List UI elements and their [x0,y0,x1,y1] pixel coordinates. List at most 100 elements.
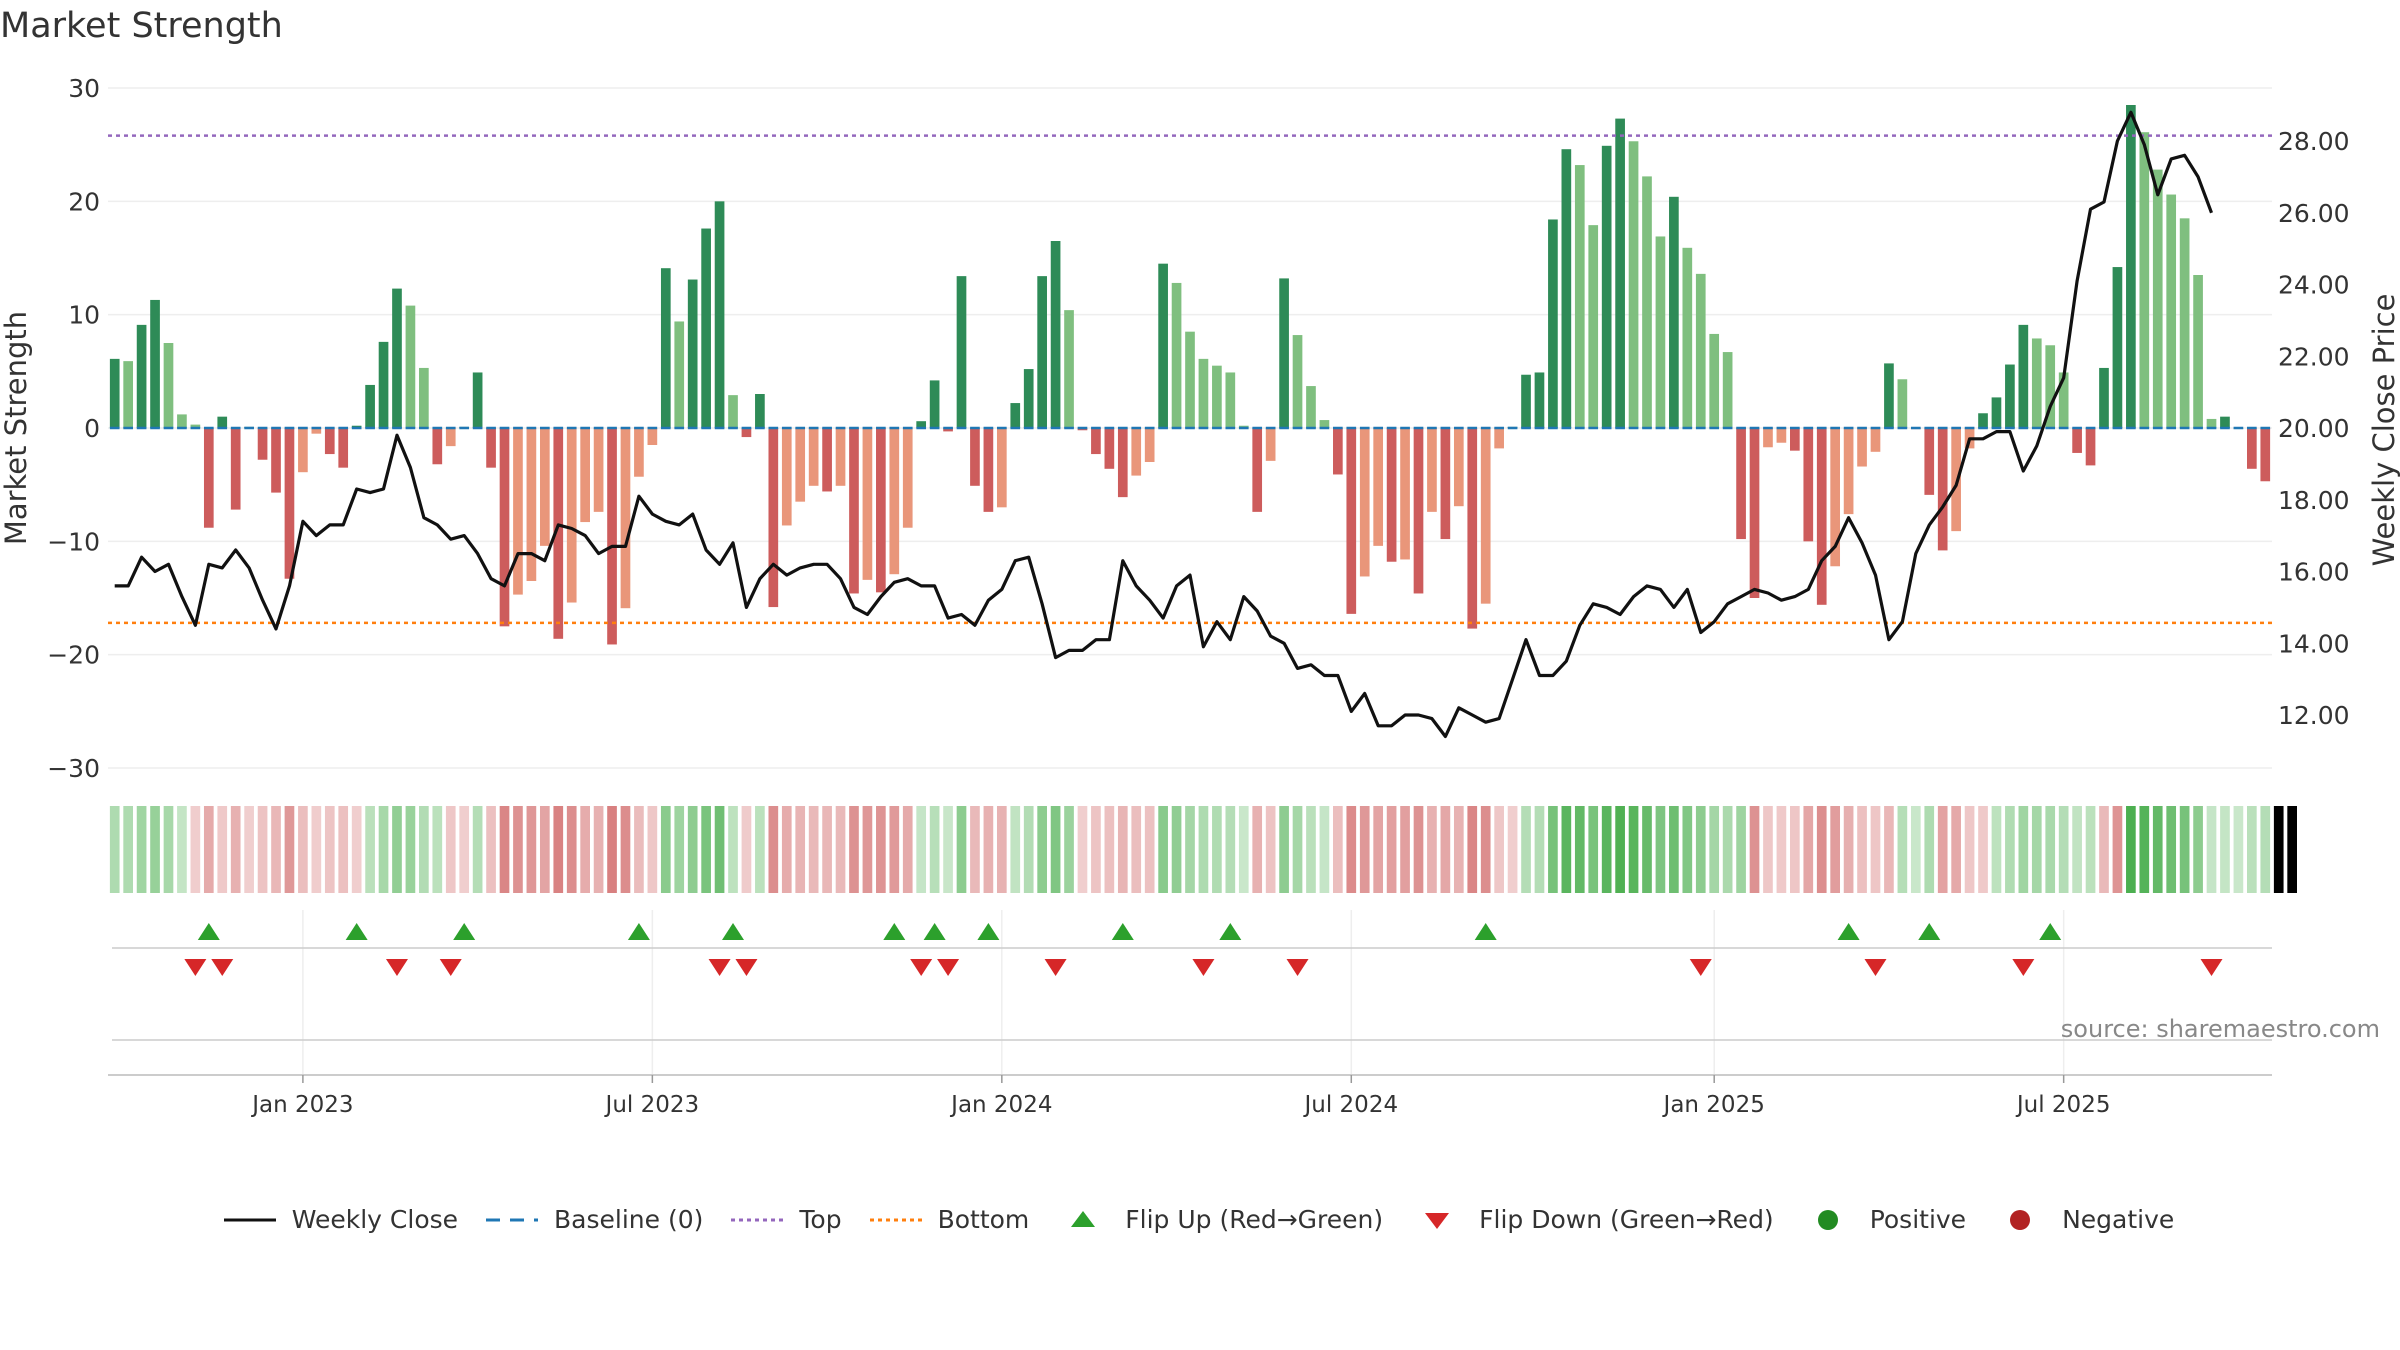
heat-cell [1642,806,1652,893]
legend-item-baseline[interactable]: Baseline (0) [482,1205,703,1234]
heat-cell [1601,806,1612,893]
heat-cell [1104,806,1115,893]
weekly-close-line [114,110,2213,739]
strength-bar [916,421,927,428]
heat-cell [1171,806,1182,893]
heat-cell [929,806,940,893]
strength-bar [1978,413,1988,428]
heat-cell [1870,806,1881,893]
strength-bar [190,424,201,428]
heat-cell [1292,806,1303,893]
strength-bar [298,428,308,473]
heat-cell [1763,806,1773,893]
strength-bar [1212,365,1222,428]
triangle-up-icon [1071,1210,1096,1227]
heat-cell [1749,806,1760,893]
legend-label: Weekly Close [291,1205,459,1234]
strength-bar [150,299,160,428]
strength-bar [1534,372,1545,428]
heat-cell [365,806,375,893]
heat-cell [660,806,671,893]
heat-cell [1037,806,1047,893]
heat-cell [714,806,725,893]
heat-cell [513,806,523,893]
heat-cell [1507,806,1518,893]
strength-bar [741,428,752,438]
flip-down-marker [2012,959,2035,976]
strength-bar [1884,363,1894,428]
heat-cell [1091,806,1101,893]
heat-cell [553,806,564,893]
heat-cell [1884,806,1894,893]
heat-cell [378,806,389,893]
strength-bar [1870,428,1881,452]
strength-bar [445,428,456,447]
legend-item-bottom[interactable]: Bottom [866,1205,1029,1234]
circle-icon [2010,1209,2031,1230]
legend-item-negative[interactable]: Negative [1990,1205,2174,1234]
heat-cell [1816,806,1827,893]
flip-up-marker [1837,923,1860,940]
source-label: source: sharemaestro.com [2060,1015,2380,1043]
y-left-tick-label: 30 [68,74,100,103]
strength-bar [392,288,402,428]
heat-cell [1978,806,1988,893]
legend-item-flip-up[interactable]: Flip Up (Red→Green) [1053,1205,1383,1234]
flip-down-marker [735,959,758,976]
strength-bar [983,428,994,512]
strength-bar [808,428,819,486]
heat-cell [2099,806,2109,893]
flip-markers [112,923,2272,976]
strength-bar [1816,428,1827,605]
heat-cell [2166,806,2177,893]
heat-cell [338,806,349,893]
strength-bar [1131,428,1142,476]
flip-down-marker [937,959,960,976]
flip-down-marker [1864,959,1887,976]
strength-bar [634,428,644,477]
legend-item-positive[interactable]: Positive [1798,1205,1966,1234]
heat-cell [1238,806,1249,893]
strength-bar [163,343,174,428]
strength-bar [1655,236,1666,428]
legend-label: Flip Down (Green→Red) [1479,1205,1774,1234]
legend-item-top[interactable]: Top [727,1205,842,1234]
strength-bar [1037,276,1047,428]
legend-label: Positive [1869,1205,1967,1234]
heat-cell [190,806,201,893]
y-right-tick-label: 24.00 [2278,271,2350,300]
strength-bar [943,428,953,432]
flip-down-marker [184,959,207,976]
heat-cell [728,806,738,893]
strength-bar [1252,428,1263,512]
heat-cell [392,806,402,893]
heat-cell [136,806,147,893]
legend-item-close[interactable]: Weekly Close [220,1205,458,1234]
strength-bar [755,394,765,428]
dashed-line-icon [486,1218,539,1221]
strength-bar [1050,241,1061,428]
heat-cell [1534,806,1545,893]
y-left-tick-label: 20 [68,187,100,216]
heat-cell [1937,806,1948,893]
heat-cell [1628,806,1639,893]
strength-bar [2085,428,2096,466]
y-left-tick-label: −20 [47,641,100,670]
strength-bar [2031,338,2042,428]
strength-bar [109,358,120,428]
axes: 30 20 10 0 −10 −20 −30 28.00 26.00 24.00 22.00 20.0… [0,74,2400,783]
strength-bar [271,428,281,493]
heat-cell [1440,806,1451,893]
heat-cell [1050,806,1061,893]
heat-cell [1185,806,1195,893]
strength-bar [1467,428,1478,629]
flip-up-marker [1474,923,1497,940]
heat-cell [1951,806,1961,893]
strength-bar [136,324,147,428]
heat-cell [1319,806,1330,893]
strength-bar [1185,331,1195,428]
strength-bar [1400,428,1410,560]
heat-cell [1212,806,1222,893]
legend-item-flip-down[interactable]: Flip Down (Green→Red) [1407,1205,1774,1234]
